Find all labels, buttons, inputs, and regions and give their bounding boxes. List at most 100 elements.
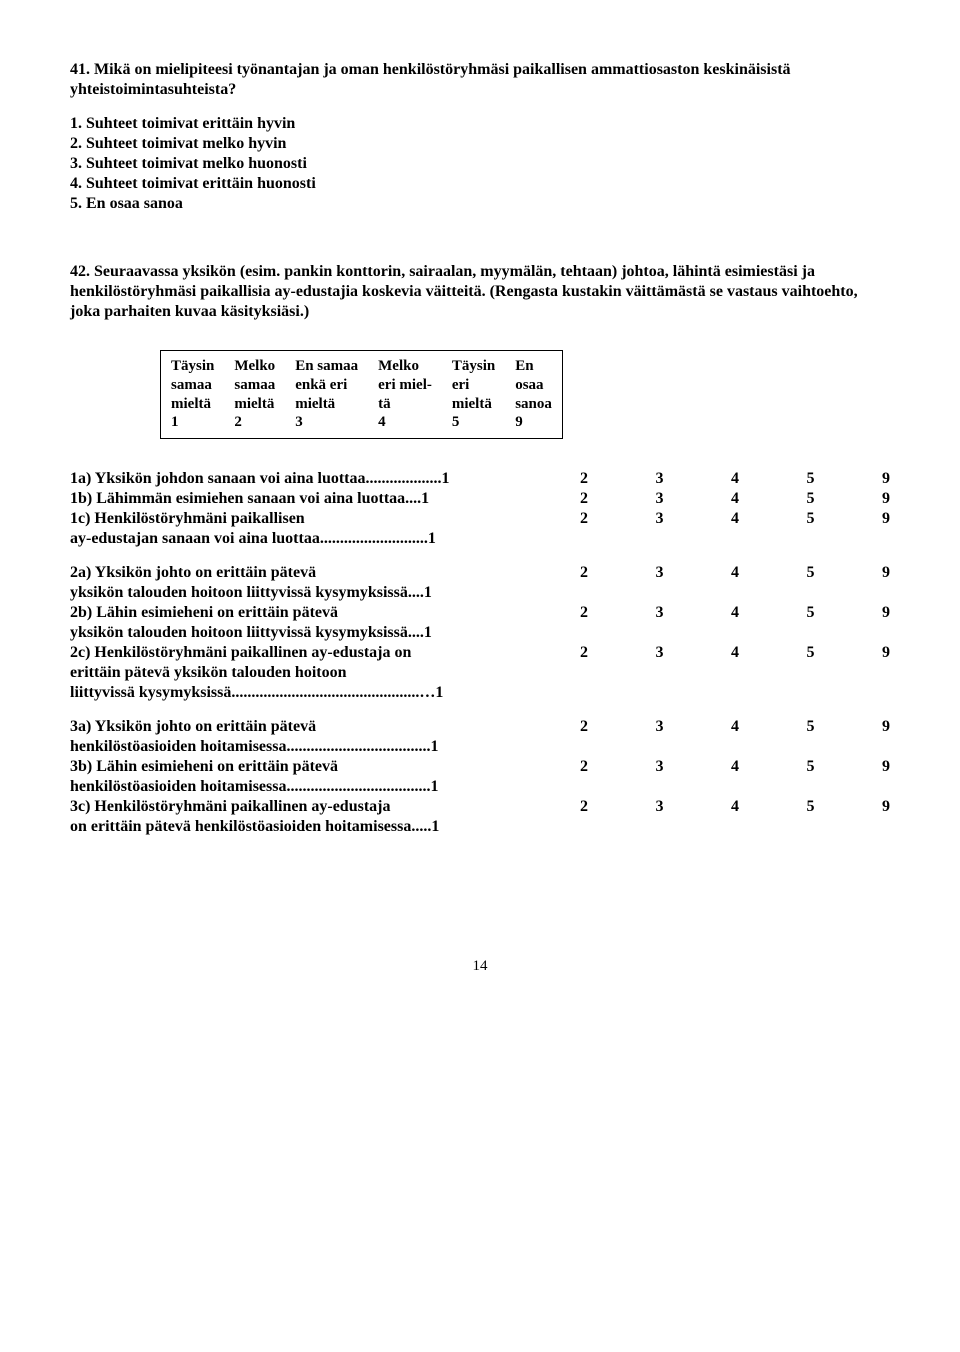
matrix-value: 5 <box>807 489 815 509</box>
matrix-value: 3 <box>656 797 664 837</box>
matrix-row-label: 2c) Henkilöstöryhmäni paikallinen ay-edu… <box>70 643 443 703</box>
matrix-row-label: 2b) Lähin esimieheni on erittäin pätevä … <box>70 603 432 643</box>
q41-title: 41. Mikä on mielipiteesi työnantajan ja … <box>70 60 890 100</box>
matrix-row: 2a) Yksikön johto on erittäin pätevä yks… <box>70 563 890 603</box>
matrix-row-values: 2 3 4 5 9 <box>580 717 890 757</box>
matrix-row-label: 3c) Henkilöstöryhmäni paikallinen ay-edu… <box>70 797 439 837</box>
matrix-row: 2c) Henkilöstöryhmäni paikallinen ay-edu… <box>70 643 890 703</box>
scale-col-1: Täysin samaa mieltä 1 <box>161 351 225 439</box>
matrix-row-values: 2 3 4 5 9 <box>580 489 890 509</box>
matrix-row-label: 3a) Yksikön johto on erittäin pätevä hen… <box>70 717 438 757</box>
matrix-value: 9 <box>882 509 890 549</box>
matrix-value: 5 <box>807 509 815 549</box>
matrix-row-values: 2 3 4 5 9 <box>580 603 890 643</box>
q41-option-4: 4. Suhteet toimivat erittäin huonosti <box>70 174 890 194</box>
matrix-value: 4 <box>731 797 739 837</box>
row-spacer <box>438 757 580 797</box>
matrix-row: 2b) Lähin esimieheni on erittäin pätevä … <box>70 603 890 643</box>
matrix-row: 1c) Henkilöstöryhmäni paikallisen ay-edu… <box>70 509 890 549</box>
scale-col-6: En osaa sanoa 9 <box>505 351 562 439</box>
matrix-value: 3 <box>656 469 664 489</box>
matrix-value: 2 <box>580 489 588 509</box>
matrix-value: 3 <box>656 603 664 643</box>
matrix-row-label: 1b) Lähimmän esimiehen sanaan voi aina l… <box>70 489 429 509</box>
row-spacer <box>432 563 580 603</box>
matrix-value: 5 <box>807 797 815 837</box>
matrix-value: 3 <box>656 509 664 549</box>
matrix-row-values: 2 3 4 5 9 <box>580 563 890 603</box>
matrix-value: 5 <box>807 603 815 643</box>
matrix-value: 2 <box>580 643 588 703</box>
scale-col-5: Täysin eri mieltä 5 <box>442 351 505 439</box>
matrix-row-label: 3b) Lähin esimieheni on erittäin pätevä … <box>70 757 438 797</box>
matrix-value: 5 <box>807 563 815 603</box>
matrix-row-values: 2 3 4 5 9 <box>580 509 890 549</box>
matrix-value: 9 <box>882 717 890 757</box>
matrix-value: 9 <box>882 603 890 643</box>
matrix-value: 2 <box>580 563 588 603</box>
row-spacer <box>436 509 580 549</box>
matrix-row: 3b) Lähin esimieheni on erittäin pätevä … <box>70 757 890 797</box>
matrix-value: 9 <box>882 643 890 703</box>
row-spacer <box>439 797 580 837</box>
q41-option-2: 2. Suhteet toimivat melko hyvin <box>70 134 890 154</box>
matrix-row: 1b) Lähimmän esimiehen sanaan voi aina l… <box>70 489 890 509</box>
matrix-value: 9 <box>882 757 890 797</box>
scale-col-2: Melko samaa mieltä 2 <box>224 351 285 439</box>
scale-header-table: Täysin samaa mieltä 1 Melko samaa mieltä… <box>160 350 563 439</box>
matrix-value: 4 <box>731 757 739 797</box>
matrix-row-label: 1a) Yksikön johdon sanaan voi aina luott… <box>70 469 450 489</box>
scale-col-3: En samaa enkä eri mieltä 3 <box>285 351 368 439</box>
matrix-value: 5 <box>807 717 815 757</box>
matrix-container: 1a) Yksikön johdon sanaan voi aina luott… <box>70 469 890 837</box>
matrix-value: 4 <box>731 563 739 603</box>
page-number: 14 <box>70 957 890 976</box>
question-42: 42. Seuraavassa yksikön (esim. pankin ko… <box>70 262 890 322</box>
matrix-value: 4 <box>731 469 739 489</box>
matrix-group: 2a) Yksikön johto on erittäin pätevä yks… <box>70 563 890 703</box>
matrix-value: 2 <box>580 797 588 837</box>
row-spacer <box>429 489 580 509</box>
matrix-value: 5 <box>807 643 815 703</box>
matrix-row-values: 2 3 4 5 9 <box>580 757 890 797</box>
row-spacer <box>450 469 581 489</box>
matrix-value: 2 <box>580 717 588 757</box>
matrix-row-label: 1c) Henkilöstöryhmäni paikallisen ay-edu… <box>70 509 436 549</box>
matrix-value: 4 <box>731 717 739 757</box>
matrix-value: 5 <box>807 469 815 489</box>
matrix-row: 3c) Henkilöstöryhmäni paikallinen ay-edu… <box>70 797 890 837</box>
matrix-value: 2 <box>580 469 588 489</box>
matrix-row: 3a) Yksikön johto on erittäin pätevä hen… <box>70 717 890 757</box>
matrix-value: 9 <box>882 489 890 509</box>
matrix-value: 9 <box>882 563 890 603</box>
matrix-group: 1a) Yksikön johdon sanaan voi aina luott… <box>70 469 890 549</box>
q41-option-3: 3. Suhteet toimivat melko huonosti <box>70 154 890 174</box>
matrix-value: 5 <box>807 757 815 797</box>
matrix-value: 4 <box>731 489 739 509</box>
matrix-value: 4 <box>731 643 739 703</box>
matrix-value: 2 <box>580 509 588 549</box>
matrix-row-values: 23459 <box>580 469 890 489</box>
matrix-row-values: 2 3 4 5 9 <box>580 797 890 837</box>
question-41: 41. Mikä on mielipiteesi työnantajan ja … <box>70 60 890 214</box>
matrix-row-label: 2a) Yksikön johto on erittäin pätevä yks… <box>70 563 432 603</box>
row-spacer <box>443 643 580 703</box>
matrix-group: 3a) Yksikön johto on erittäin pätevä hen… <box>70 717 890 837</box>
matrix-value: 3 <box>656 563 664 603</box>
q41-option-1: 1. Suhteet toimivat erittäin hyvin <box>70 114 890 134</box>
matrix-value: 3 <box>656 757 664 797</box>
row-spacer <box>432 603 580 643</box>
matrix-value: 2 <box>580 603 588 643</box>
matrix-value: 9 <box>882 797 890 837</box>
q42-title: 42. Seuraavassa yksikön (esim. pankin ko… <box>70 262 890 322</box>
matrix-row: 1a) Yksikön johdon sanaan voi aina luott… <box>70 469 890 489</box>
matrix-value: 3 <box>656 489 664 509</box>
q41-option-5: 5. En osaa sanoa <box>70 194 890 214</box>
matrix-value: 4 <box>731 603 739 643</box>
matrix-row-values: 2 3 4 5 9 <box>580 643 890 703</box>
scale-col-4: Melko eri miel- tä 4 <box>368 351 442 439</box>
matrix-value: 2 <box>580 757 588 797</box>
matrix-value: 3 <box>656 643 664 703</box>
matrix-value: 4 <box>731 509 739 549</box>
matrix-value: 3 <box>656 717 664 757</box>
